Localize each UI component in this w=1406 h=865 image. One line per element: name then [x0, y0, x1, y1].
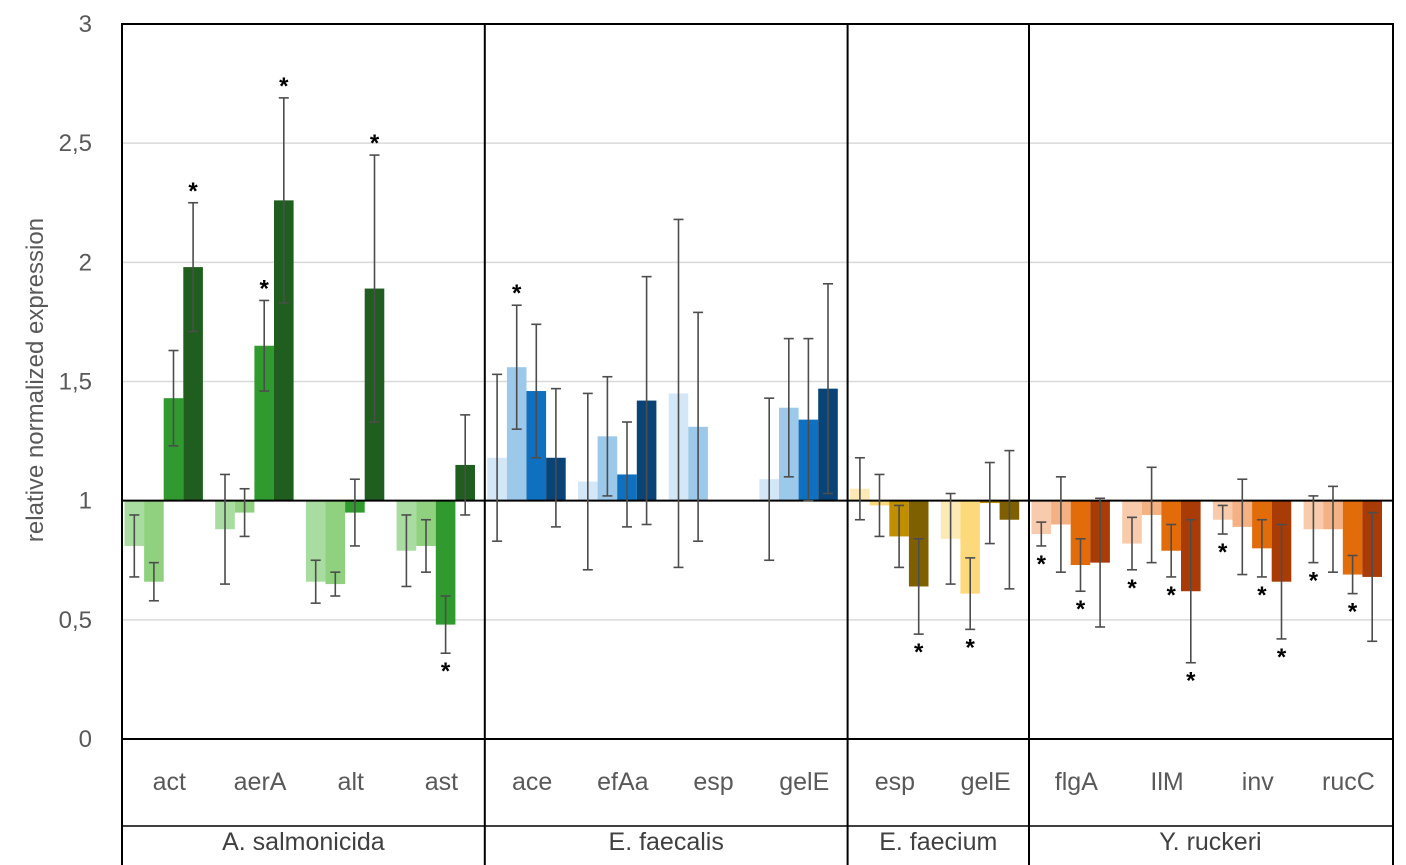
y-tick-label: 1,5 — [59, 369, 92, 396]
bar — [1070, 500, 1091, 566]
significance-star: * — [441, 658, 451, 685]
significance-star: * — [279, 73, 289, 100]
bar — [254, 345, 274, 501]
y-axis-label: relative normalized expression — [22, 218, 49, 542]
labels: 0 0,5 1 1,5 2 2,5 3 * act * * aerA * alt * ast A. salmon… — [59, 11, 1375, 856]
bar — [960, 500, 980, 594]
bar — [325, 500, 346, 585]
significance-star: * — [1186, 668, 1196, 695]
bar — [183, 267, 203, 501]
error-bars — [129, 97, 1378, 664]
significance-star: * — [1309, 568, 1319, 595]
gene-label: esp — [693, 768, 733, 796]
y-tick-label: 3 — [79, 11, 92, 38]
gene-label: alt — [338, 768, 364, 796]
gene-label: aerA — [234, 768, 287, 796]
significance-star: * — [1127, 575, 1137, 602]
gene-label: gelE — [779, 768, 829, 796]
significance-star: * — [1037, 551, 1047, 578]
significance-star: * — [260, 275, 270, 302]
y-tick-label: 0,5 — [59, 607, 92, 634]
significance-star: * — [1218, 539, 1228, 566]
gene-label: esp — [875, 768, 915, 796]
gene-label: efAa — [597, 768, 649, 796]
y-tick-label: 1 — [79, 488, 92, 515]
species-label: A. salmonicida — [222, 828, 385, 856]
significance-star: * — [1348, 599, 1358, 626]
bar — [163, 398, 184, 501]
significance-star: * — [1257, 582, 1267, 609]
gene-label: ace — [512, 768, 552, 796]
gene-label: ast — [425, 768, 458, 796]
bar — [274, 200, 294, 501]
significance-star: * — [512, 280, 522, 307]
species-label: E. faecium — [879, 828, 997, 856]
significance-star: * — [1167, 582, 1177, 609]
gene-label: gelE — [961, 768, 1011, 796]
gene-label: flgA — [1055, 768, 1098, 796]
y-tick-label: 2 — [79, 249, 92, 276]
gene-label: inv — [1242, 768, 1274, 796]
bar — [506, 367, 527, 501]
significance-star: * — [370, 130, 380, 157]
gridlines — [122, 142, 1393, 621]
species-label: E. faecalis — [609, 828, 724, 856]
significance-star: * — [188, 178, 198, 205]
bar — [435, 500, 456, 625]
y-tick-label: 0 — [79, 726, 92, 753]
significance-star: * — [1277, 644, 1287, 671]
species-label: Y. ruckeri — [1159, 828, 1261, 856]
bar — [1031, 500, 1052, 535]
gene-label: act — [153, 768, 186, 796]
y-tick-label: 2,5 — [59, 130, 92, 157]
significance-star: * — [966, 634, 976, 661]
bar — [144, 500, 164, 582]
significance-star: * — [1076, 596, 1086, 623]
gene-label: IlM — [1150, 768, 1183, 796]
bar — [305, 500, 326, 582]
plot-frame — [121, 23, 1394, 865]
gene-label: rucC — [1322, 768, 1375, 796]
significance-star: * — [914, 639, 924, 666]
